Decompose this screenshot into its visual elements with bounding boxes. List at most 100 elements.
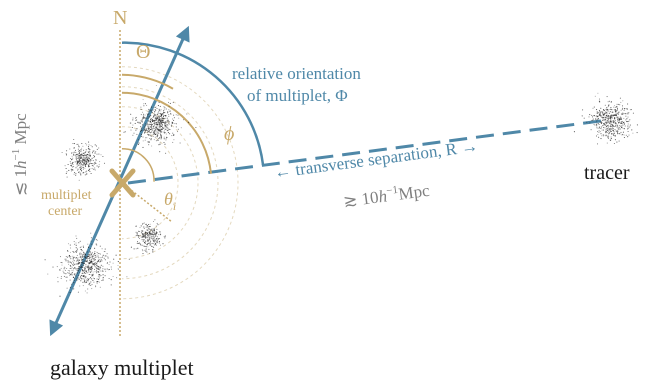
galaxy-speck (135, 117, 137, 119)
galaxy-speck (588, 116, 590, 118)
galaxy-speck (152, 128, 154, 130)
galaxy-speck (162, 128, 164, 130)
galaxy-speck (77, 262, 79, 264)
galaxy-speck (70, 165, 73, 167)
galaxy-speck (148, 110, 150, 112)
galaxy-speck (616, 106, 618, 108)
galaxy-speck (101, 248, 103, 250)
galaxy-speck (608, 131, 610, 133)
galaxy-speck (67, 260, 69, 262)
galaxy-speck (606, 117, 609, 119)
galaxy-speck (596, 125, 598, 127)
galaxy-speck (606, 120, 608, 122)
galaxy-speck (147, 113, 149, 115)
galaxy-speck (135, 116, 137, 118)
galaxy-speck (600, 127, 602, 130)
galaxy-speck (620, 101, 622, 103)
galaxy-speck (98, 278, 100, 280)
galaxy-speck (95, 263, 97, 265)
galaxy-speck (79, 247, 81, 249)
galaxy-speck (636, 132, 638, 134)
galaxy-speck (602, 116, 604, 119)
galaxy-speck (146, 104, 148, 106)
galaxy-speck (69, 247, 72, 249)
galaxy-speck (90, 232, 92, 234)
galaxy-speck (89, 150, 91, 152)
galaxy-speck (75, 257, 77, 259)
galaxy-speck (160, 108, 162, 111)
galaxy-speck (598, 98, 601, 100)
galaxy-speck (80, 165, 82, 168)
galaxy-speck (92, 259, 94, 261)
galaxy-speck (72, 163, 74, 165)
galaxy-speck (170, 124, 172, 126)
galaxy-speck (623, 123, 626, 125)
galaxy-speck (95, 270, 98, 272)
galaxy-speck (82, 245, 84, 247)
galaxy-speck (100, 275, 102, 277)
galaxy-speck (136, 240, 139, 243)
galaxy-speck (164, 125, 166, 127)
galaxy-speck (85, 277, 87, 279)
galaxy-speck (611, 133, 613, 135)
galaxy-speck (98, 165, 101, 167)
galaxy-speck (77, 259, 79, 261)
galaxy-speck (139, 122, 141, 124)
galaxy-speck (96, 278, 98, 280)
galaxy-speck (599, 111, 601, 113)
galaxy-speck (158, 138, 160, 140)
galaxy-speck (124, 131, 126, 133)
galaxy-speck (82, 281, 84, 283)
galaxy-speck (601, 118, 604, 120)
galaxy-speck (610, 122, 612, 124)
galaxy-speck (610, 114, 612, 116)
galaxy-speck (616, 108, 619, 111)
galaxy-speck (64, 269, 66, 271)
galaxy-speck (144, 129, 147, 131)
galaxy-speck (84, 267, 86, 269)
galaxy-speck (70, 267, 72, 269)
galaxy-speck (160, 116, 163, 118)
galaxy-speck (84, 282, 86, 284)
galaxy-speck (617, 128, 619, 130)
galaxy-speck (612, 130, 615, 132)
galaxy-speck (141, 249, 143, 251)
galaxy-speck (151, 234, 153, 236)
galaxy-speck (117, 261, 119, 263)
separation-scale-prefix: ≳ 10 (342, 187, 380, 210)
galaxy-speck (64, 258, 66, 260)
galaxy-speck (137, 236, 140, 238)
galaxy-speck (183, 119, 185, 121)
galaxy-speck (88, 147, 90, 149)
galaxy-speck (92, 160, 94, 162)
galaxy-speck (627, 127, 629, 129)
galaxy-speck (140, 232, 142, 234)
galaxy-speck (150, 240, 152, 242)
galaxy-speck (80, 264, 82, 266)
galaxy-speck (78, 171, 80, 173)
galaxy-speck (615, 122, 618, 124)
galaxy-speck (75, 235, 77, 237)
galaxy-speck (151, 124, 153, 126)
galaxy-speck (69, 148, 71, 150)
galaxy-speck (60, 261, 62, 264)
galaxy-speck (161, 125, 163, 128)
galaxy-speck (71, 262, 73, 264)
phi-arc (121, 91, 212, 174)
galaxy-speck (614, 120, 616, 122)
galaxy-speck (89, 165, 91, 168)
galaxy-speck (151, 232, 153, 235)
galaxy-speck (72, 262, 75, 264)
galaxy-speck (61, 151, 63, 154)
galaxy-speck (153, 241, 155, 243)
galaxy-speck (160, 138, 162, 140)
galaxy-speck (596, 109, 598, 111)
galaxy-speck (157, 240, 159, 242)
galaxy-speck (86, 157, 88, 159)
galaxy-speck (151, 242, 153, 245)
galaxy-speck (152, 228, 154, 230)
galaxy-speck (145, 137, 147, 139)
galaxy-speck (88, 283, 90, 286)
galaxy-speck (608, 121, 610, 123)
galaxy-speck (57, 281, 59, 283)
